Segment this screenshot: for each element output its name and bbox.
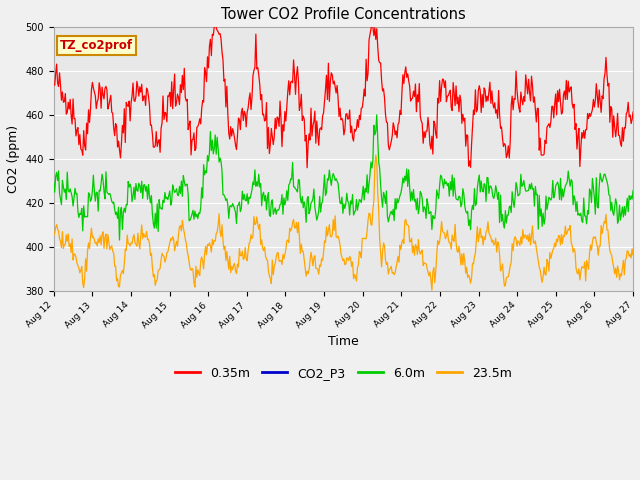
Title: Tower CO2 Profile Concentrations: Tower CO2 Profile Concentrations xyxy=(221,7,466,22)
Legend: 0.35m, CO2_P3, 6.0m, 23.5m: 0.35m, CO2_P3, 6.0m, 23.5m xyxy=(170,362,517,385)
Y-axis label: CO2 (ppm): CO2 (ppm) xyxy=(7,125,20,193)
X-axis label: Time: Time xyxy=(328,335,359,348)
Text: TZ_co2prof: TZ_co2prof xyxy=(60,39,132,52)
